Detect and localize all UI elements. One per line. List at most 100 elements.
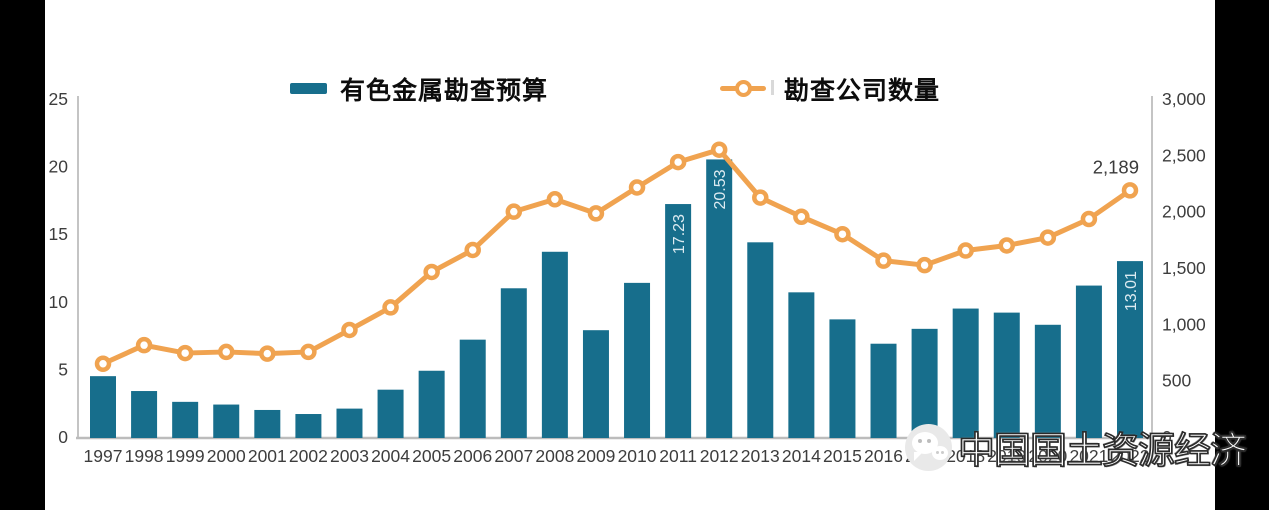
line-marker-2004: [382, 299, 399, 316]
x-label-2012: 2012: [700, 446, 739, 466]
x-label-1999: 1999: [166, 446, 205, 466]
legend-line-marker-icon: [735, 80, 752, 97]
x-label-2010: 2010: [618, 446, 657, 466]
legend-companies-label: 勘查公司数量: [784, 77, 941, 105]
right-axis-tick-3000: 3,000: [1162, 89, 1206, 109]
line-value-label-2022: 2,189: [1093, 156, 1139, 177]
right-black-bar: [1215, 0, 1269, 510]
right-axis-tick-1000: 1,000: [1162, 314, 1206, 334]
bar-2002: [295, 414, 322, 438]
right-axis-tick-0: 0: [1162, 427, 1172, 447]
x-label-2007: 2007: [494, 446, 533, 466]
bar-value-label-2011: 17.23: [671, 214, 688, 254]
bar-value-label-2012: 20.53: [712, 169, 729, 209]
bar-2008: [541, 251, 568, 438]
wechat-icon: [905, 423, 952, 471]
x-label-2019: 2019: [987, 446, 1026, 466]
bar-2011: [665, 204, 692, 438]
line-marker-2005: [423, 263, 440, 281]
line-marker-2001: [259, 345, 276, 362]
x-label-2014: 2014: [782, 446, 821, 466]
bar-1997: [90, 376, 116, 438]
x-label-2018: 2018: [946, 446, 985, 466]
bar-2010: [624, 282, 651, 438]
legend-item-budget: 有色金属勘查预算: [340, 71, 548, 107]
bar-2003: [336, 408, 363, 438]
left-black-bar: [0, 0, 45, 510]
bar-1999: [172, 401, 199, 438]
x-label-2011: 2011: [659, 446, 697, 466]
left-axis-tick-0: 0: [58, 427, 68, 447]
legend-item-companies: 勘查公司数量: [784, 71, 940, 107]
bar-value-label-2022: 13.01: [1123, 271, 1140, 311]
line-marker-2022: [1121, 182, 1139, 199]
x-label-2020: 2020: [1028, 446, 1067, 466]
x-label-2003: 2003: [330, 446, 369, 466]
x-label-2021: 2021: [1069, 446, 1108, 466]
line-marker-1999: [176, 344, 194, 362]
bar-2016: [870, 343, 897, 438]
line-marker-2014: [793, 208, 810, 225]
x-label-2002: 2002: [289, 446, 328, 466]
line-marker-2011: [669, 153, 687, 171]
line-marker-1997: [94, 355, 112, 373]
left-axis-tick-15: 15: [49, 224, 68, 244]
bar-2019: [993, 312, 1020, 438]
legend-divider-tick: [771, 80, 774, 95]
bar-2013: [747, 242, 774, 438]
right-axis-tick-1500: 1,500: [1162, 258, 1206, 278]
x-label-2015: 2015: [823, 446, 862, 466]
bar-2015: [829, 319, 856, 438]
right-axis-tick-500: 500: [1162, 371, 1191, 391]
legend-budget-label: 有色金属勘查预算: [340, 77, 549, 105]
bar-2021: [1075, 285, 1102, 438]
line-marker-2020: [1039, 229, 1057, 246]
legend-line-swatch: [720, 78, 766, 98]
bar-2006: [459, 339, 486, 438]
x-label-2006: 2006: [453, 446, 492, 466]
bar-2020: [1034, 324, 1061, 438]
line-marker-2021: [1080, 210, 1098, 228]
watermark-text: 中国国土资源经济: [957, 429, 1248, 472]
x-label-1997: 1997: [84, 446, 123, 466]
bar-2017: [911, 328, 938, 438]
bar-2004: [377, 389, 404, 438]
line-marker-2010: [628, 179, 646, 196]
wechat-bubble-large-icon: [912, 431, 938, 454]
x-label-2005: 2005: [412, 446, 451, 466]
left-axis-tick-5: 5: [58, 359, 68, 379]
line-marker-2009: [587, 205, 605, 222]
line-marker-2017: [916, 256, 933, 274]
line-marker-2008: [546, 191, 564, 208]
x-label-2000: 2000: [207, 446, 246, 466]
line-marker-2000: [217, 343, 235, 361]
x-label-2013: 2013: [741, 446, 780, 466]
bar-2009: [582, 330, 609, 438]
left-axis-tick-10: 10: [49, 292, 69, 312]
bar-2005: [418, 370, 445, 438]
x-label-1998: 1998: [125, 446, 164, 466]
line-marker-2002: [300, 343, 317, 361]
x-label-2004: 2004: [371, 446, 410, 466]
line-marker-2013: [752, 189, 769, 206]
x-label-2009: 2009: [576, 446, 615, 466]
x-label-2008: 2008: [535, 446, 574, 466]
line-marker-2019: [998, 237, 1016, 254]
line-marker-2016: [875, 252, 892, 269]
line-marker-2012: [710, 141, 728, 158]
bar-2007: [500, 288, 527, 438]
watermark: 中国国土资源经济: [905, 420, 1248, 474]
bar-2022: [1117, 261, 1143, 438]
line-marker-2003: [341, 321, 358, 339]
line-marker-2007: [505, 203, 523, 220]
x-label-2016: 2016: [864, 446, 903, 466]
legend-bar-swatch: [290, 83, 327, 94]
bar-2014: [788, 292, 815, 438]
x-label-2022: 2022: [1111, 446, 1150, 466]
right-axis-tick-2000: 2,000: [1162, 202, 1206, 222]
line-marker-2018: [957, 242, 974, 259]
line-marker-1998: [135, 336, 153, 354]
bar-2018: [952, 308, 979, 438]
